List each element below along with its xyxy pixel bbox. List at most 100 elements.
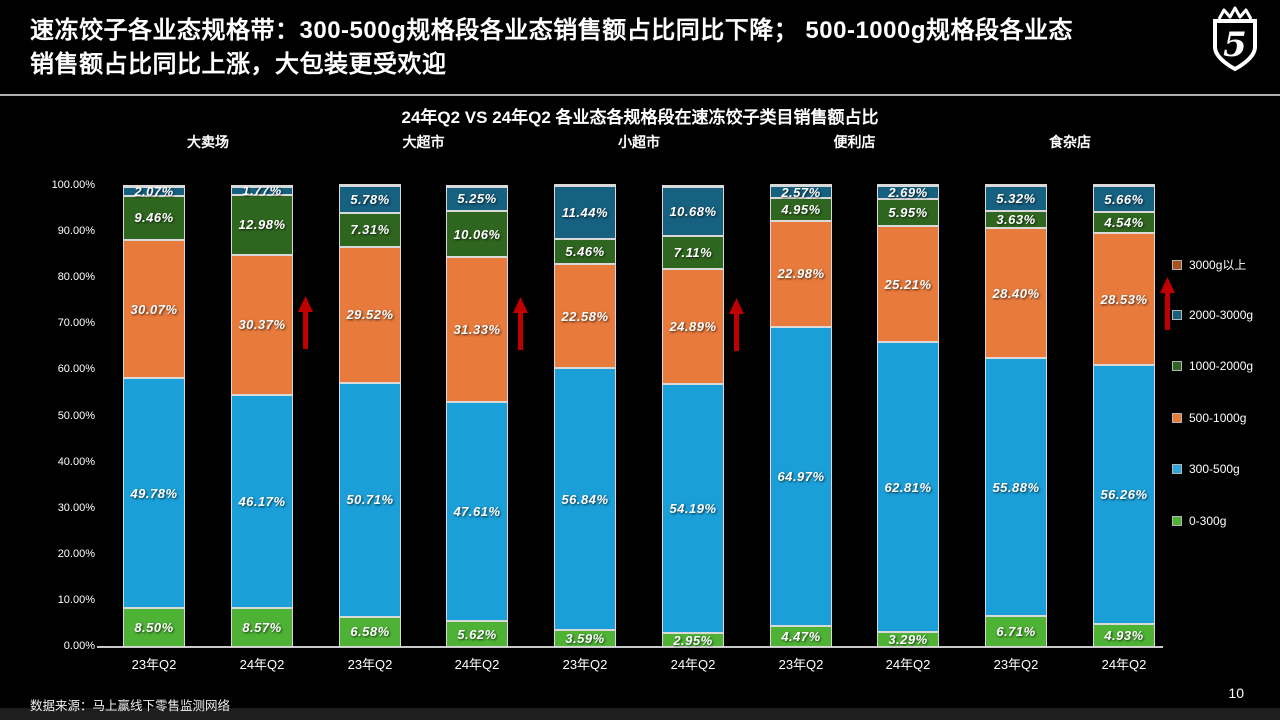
- bar-segment-2000-3000g: 1.77%: [231, 183, 293, 198]
- bar-segment-1000-2000g: 12.98%: [231, 194, 293, 255]
- bar-segment-500-1000g: 28.40%: [985, 227, 1047, 359]
- legend-item-300-500g: 300-500g: [1172, 462, 1240, 476]
- bar-segment-300-500g: 55.88%: [985, 358, 1047, 617]
- x-tick-label: 23年Q2: [347, 657, 393, 672]
- legend-label: 3000g以上: [1189, 258, 1247, 272]
- segment-value-label: 64.97%: [777, 469, 825, 485]
- bar-segment-500-1000g: 22.98%: [770, 220, 832, 327]
- segment-value-label: 49.78%: [130, 485, 178, 501]
- segment-value-label: 30.07%: [130, 301, 178, 317]
- group-label: 大卖场: [187, 134, 229, 150]
- segment-value-label: 12.98%: [238, 217, 286, 233]
- y-tick-label: 50.00%: [57, 409, 95, 422]
- legend-label: 300-500g: [1189, 462, 1240, 477]
- bar-segment-0-300g: 3.29%: [877, 631, 939, 647]
- legend-label: 2000-3000g: [1189, 307, 1254, 322]
- segment-value-label: 10.68%: [669, 203, 717, 219]
- bar-segment-2000-3000g: 10.68%: [662, 186, 724, 237]
- bar-segment-3000g以上: [985, 184, 1047, 187]
- bar-便利店-24年Q2: 3.29% 62.81% 25.21% 5.95% 2.69%: [877, 184, 939, 647]
- bar-segment-300-500g: 50.71%: [339, 382, 401, 617]
- legend-swatch-icon: [1172, 464, 1182, 475]
- legend-item-1000-2000g: 1000-2000g: [1172, 359, 1253, 373]
- bar-segment-0-300g: 3.59%: [554, 630, 616, 647]
- bar-食杂店-23年Q2: 6.71% 55.88% 28.40% 3.63% 5.32%: [985, 184, 1047, 647]
- x-tick-label: 24年Q2: [885, 657, 931, 672]
- bar-segment-300-500g: 46.17%: [231, 394, 293, 608]
- bar-小超市-23年Q2: 3.59% 56.84% 22.58% 5.46% 11.44%: [554, 184, 616, 647]
- y-tick-label: 90.00%: [57, 225, 95, 238]
- x-tick-label: 24年Q2: [239, 657, 285, 672]
- bar-segment-1000-2000g: 4.95%: [770, 198, 832, 221]
- x-tick-label: 24年Q2: [1101, 657, 1147, 672]
- bar-大超市-23年Q2: 6.58% 50.71% 29.52% 7.31% 5.78%: [339, 184, 401, 647]
- legend-swatch-icon: [1172, 309, 1182, 320]
- segment-value-label: 54.19%: [669, 501, 717, 516]
- bar-segment-300-500g: 64.97%: [770, 326, 832, 627]
- bar-segment-0-300g: 6.71%: [985, 616, 1047, 647]
- y-tick-label: 60.00%: [57, 363, 95, 376]
- bar-segment-500-1000g: 25.21%: [877, 226, 939, 343]
- segment-value-label: 6.71%: [996, 624, 1036, 640]
- x-tick-label: 24年Q2: [670, 657, 716, 672]
- segment-value-label: 2.07%: [134, 183, 174, 199]
- y-tick-label: 80.00%: [57, 271, 95, 284]
- segment-value-label: 4.93%: [1104, 628, 1144, 644]
- segment-value-label: 4.95%: [781, 202, 821, 218]
- segment-value-label: 6.58%: [350, 624, 390, 640]
- y-tick-label: 100.00%: [51, 179, 95, 191]
- segment-value-label: 5.66%: [1104, 191, 1144, 207]
- brand-shield-logo-icon: 5: [1213, 6, 1257, 72]
- x-tick-label: 24年Q2: [454, 657, 500, 672]
- bar-segment-2000-3000g: 11.44%: [554, 186, 616, 240]
- segment-value-label: 55.88%: [992, 479, 1040, 495]
- bar-segment-3000g以上: [339, 184, 401, 187]
- bar-segment-2000-3000g: 5.66%: [1093, 186, 1155, 213]
- segment-value-label: 5.62%: [457, 626, 497, 642]
- trend-up-arrow: [513, 297, 528, 350]
- bar-大卖场-24年Q2: 8.57% 46.17% 30.37% 12.98% 1.77%: [231, 183, 293, 647]
- y-tick-label: 0.00%: [63, 640, 95, 652]
- bar-大超市-24年Q2: 5.62% 47.61% 31.33% 10.06% 5.25%: [446, 184, 508, 647]
- segment-value-label: 46.17%: [238, 493, 286, 509]
- legend-item-3000g以上: 3000g以上: [1172, 256, 1246, 273]
- bar-segment-300-500g: 54.19%: [662, 383, 724, 634]
- segment-value-label: 31.33%: [453, 321, 501, 337]
- segment-value-label: 2.95%: [673, 632, 713, 648]
- segment-value-label: 5.78%: [350, 192, 390, 208]
- bar-segment-1000-2000g: 7.11%: [662, 236, 724, 269]
- bar-segment-300-500g: 47.61%: [446, 401, 508, 622]
- bar-segment-300-500g: 62.81%: [877, 342, 939, 632]
- segment-value-label: 5.46%: [565, 244, 605, 260]
- bar-segment-1000-2000g: 4.54%: [1093, 212, 1155, 234]
- segment-value-label: 3.29%: [888, 631, 928, 647]
- bar-segment-2000-3000g: 2.69%: [877, 185, 939, 200]
- bar-segment-500-1000g: 29.52%: [339, 246, 401, 383]
- bar-segment-0-300g: 4.47%: [770, 626, 832, 647]
- legend-swatch-icon: [1172, 259, 1182, 270]
- bar-segment-3000g以上: [770, 184, 832, 187]
- segment-value-label: 7.11%: [673, 244, 713, 260]
- bar-segment-3000g以上: [662, 184, 724, 187]
- legend-label: 500-1000g: [1189, 410, 1247, 425]
- segment-value-label: 1.77%: [242, 183, 282, 199]
- bar-segment-2000-3000g: 5.32%: [985, 186, 1047, 211]
- bar-segment-2000-3000g: 2.57%: [770, 185, 832, 200]
- legend-item-0-300g: 0-300g: [1172, 514, 1226, 528]
- segment-value-label: 62.81%: [884, 479, 932, 495]
- segment-value-label: 22.98%: [777, 266, 825, 282]
- y-tick-label: 20.00%: [57, 547, 95, 560]
- segment-value-label: 56.26%: [1100, 487, 1148, 503]
- group-label: 小超市: [618, 134, 660, 150]
- bar-segment-3000g以上: [446, 184, 508, 187]
- legend-label: 1000-2000g: [1189, 359, 1254, 374]
- segment-value-label: 7.31%: [350, 222, 390, 238]
- bar-食杂店-24年Q2: 4.93% 56.26% 28.53% 4.54% 5.66%: [1093, 184, 1155, 647]
- bar-segment-300-500g: 49.78%: [123, 378, 185, 608]
- trend-up-arrow: [1160, 277, 1175, 330]
- segment-value-label: 11.44%: [561, 205, 609, 221]
- page-title: 速冻饺子各业态规格带：300-500g规格段各业态销售额占比同比下降； 500-…: [30, 14, 1190, 82]
- y-tick-label: 10.00%: [57, 593, 95, 606]
- bar-segment-500-1000g: 22.58%: [554, 264, 616, 369]
